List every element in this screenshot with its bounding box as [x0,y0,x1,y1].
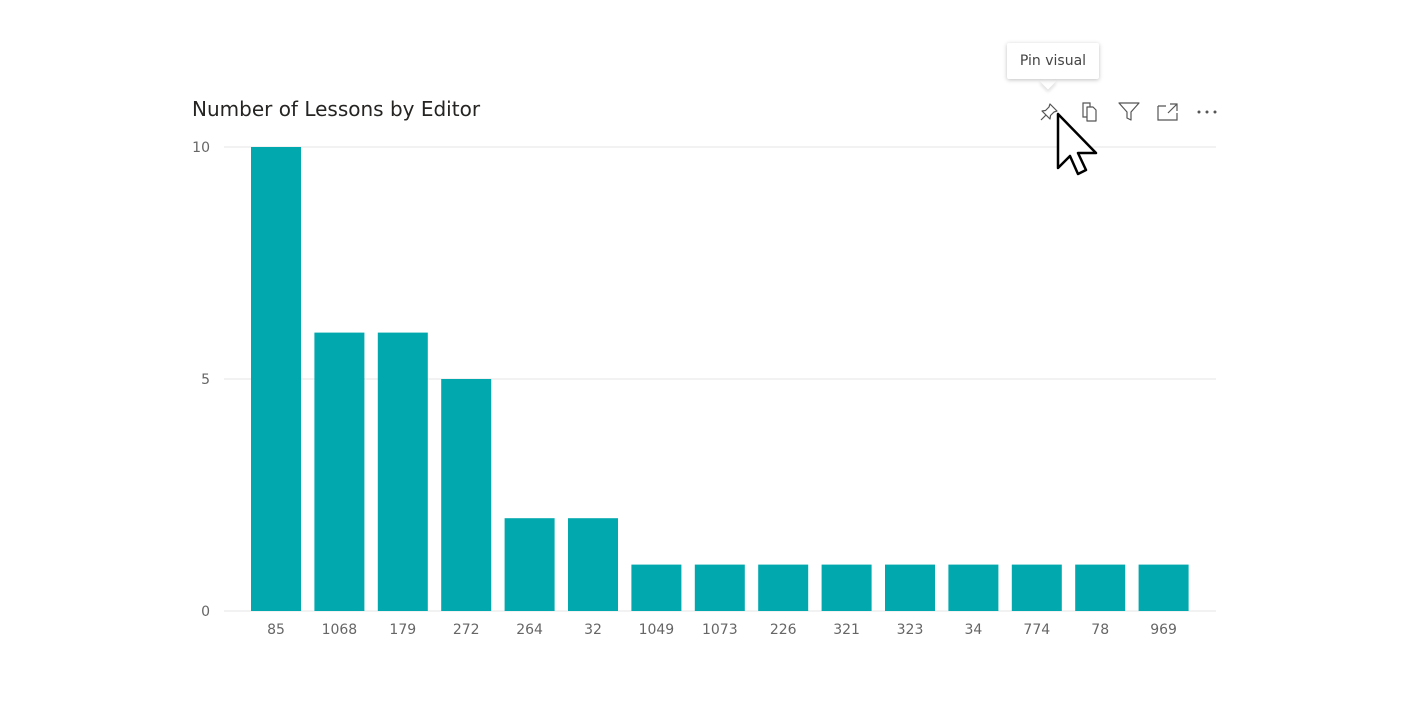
bar[interactable] [821,564,872,611]
bar[interactable] [314,332,365,611]
x-tick-label: 1073 [702,622,738,638]
bar[interactable] [1075,564,1126,611]
bar[interactable] [1138,564,1189,611]
y-tick-label: 0 [201,604,210,620]
bar[interactable] [377,332,428,611]
filter-icon[interactable] [1116,99,1142,125]
x-tick-label: 323 [897,622,924,638]
x-tick-label: 1068 [322,622,358,638]
x-tick-label: 226 [770,622,797,638]
bar[interactable] [1011,564,1062,611]
pin-icon[interactable] [1036,99,1062,125]
bar[interactable] [948,564,999,611]
y-tick-label: 5 [201,372,210,388]
bar[interactable] [251,147,301,611]
chart-title: Number of Lessons by Editor [192,97,481,121]
pin-visual-tooltip: Pin visual [1007,43,1099,79]
bar[interactable] [758,564,809,611]
x-tick-label: 264 [516,622,543,638]
y-tick-label: 10 [192,140,210,156]
x-tick-label: 179 [389,622,416,638]
bar[interactable] [504,518,555,611]
x-tick-label: 969 [1150,622,1177,638]
x-tick-label: 34 [964,622,982,638]
bar[interactable] [441,379,492,611]
bar[interactable] [694,564,745,611]
x-tick-label: 321 [833,622,860,638]
bar[interactable] [631,564,682,611]
bar[interactable] [885,564,935,611]
x-tick-label: 1049 [639,622,675,638]
more-options-icon[interactable] [1194,99,1220,125]
x-tick-label: 272 [453,622,480,638]
bar[interactable] [568,518,618,611]
x-tick-label: 32 [584,622,602,638]
x-tick-label: 85 [267,622,285,638]
x-tick-label: 78 [1091,622,1109,638]
focus-mode-icon[interactable] [1155,99,1181,125]
x-tick-label: 774 [1023,622,1050,638]
